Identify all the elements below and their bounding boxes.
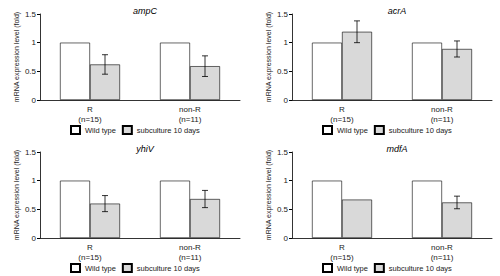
svg-text:0: 0 [284,234,289,243]
svg-text:1: 1 [284,38,289,47]
svg-text:Wild type: Wild type [85,264,116,273]
svg-text:mdfA: mdfA [386,144,407,154]
svg-text:0.5: 0.5 [25,205,37,214]
svg-text:mRNA expression level (fold): mRNA expression level (fold) [13,12,21,102]
svg-text:1: 1 [32,176,37,185]
svg-text:(n=11): (n=11) [179,253,202,262]
svg-text:R: R [339,105,345,114]
svg-text:1: 1 [284,176,289,185]
svg-text:0: 0 [284,96,289,105]
svg-text:(n=15): (n=15) [78,253,102,262]
svg-text:Wild type: Wild type [337,126,368,135]
svg-text:1.5: 1.5 [25,148,37,157]
svg-text:0.5: 0.5 [277,205,289,214]
svg-text:Wild type: Wild type [337,264,368,273]
svg-text:(n=15): (n=15) [330,253,354,262]
svg-text:non-R: non-R [179,105,201,114]
svg-text:(n=11): (n=11) [179,115,202,124]
svg-text:R: R [339,243,345,252]
svg-text:(n=11): (n=11) [431,253,454,262]
svg-text:ampC: ampC [133,6,158,16]
svg-text:(n=15): (n=15) [330,115,354,124]
svg-text:0: 0 [32,234,37,243]
svg-text:R: R [87,243,93,252]
svg-text:subculture 10 days: subculture 10 days [137,126,200,135]
svg-text:1.5: 1.5 [277,148,289,157]
svg-text:mRNA expression level (fold): mRNA expression level (fold) [265,150,273,240]
svg-text:mRNA expression level (fold): mRNA expression level (fold) [265,12,273,102]
svg-text:0: 0 [32,96,37,105]
svg-text:non-R: non-R [431,243,453,252]
svg-text:subculture 10 days: subculture 10 days [389,126,452,135]
svg-text:mRNA expression level (fold): mRNA expression level (fold) [13,150,21,240]
svg-text:(n=15): (n=15) [78,115,102,124]
svg-text:subculture 10 days: subculture 10 days [137,264,200,273]
svg-text:0.5: 0.5 [277,67,289,76]
svg-text:1.5: 1.5 [25,10,37,19]
svg-text:subculture 10 days: subculture 10 days [389,264,452,273]
svg-text:yhiV: yhiV [135,144,155,154]
svg-text:non-R: non-R [179,243,201,252]
svg-text:acrA: acrA [388,6,407,16]
svg-text:0.5: 0.5 [25,67,37,76]
svg-text:(n=11): (n=11) [431,115,454,124]
svg-text:R: R [87,105,93,114]
svg-text:1: 1 [32,38,37,47]
svg-text:Wild type: Wild type [85,126,116,135]
svg-text:1.5: 1.5 [277,10,289,19]
svg-text:non-R: non-R [431,105,453,114]
